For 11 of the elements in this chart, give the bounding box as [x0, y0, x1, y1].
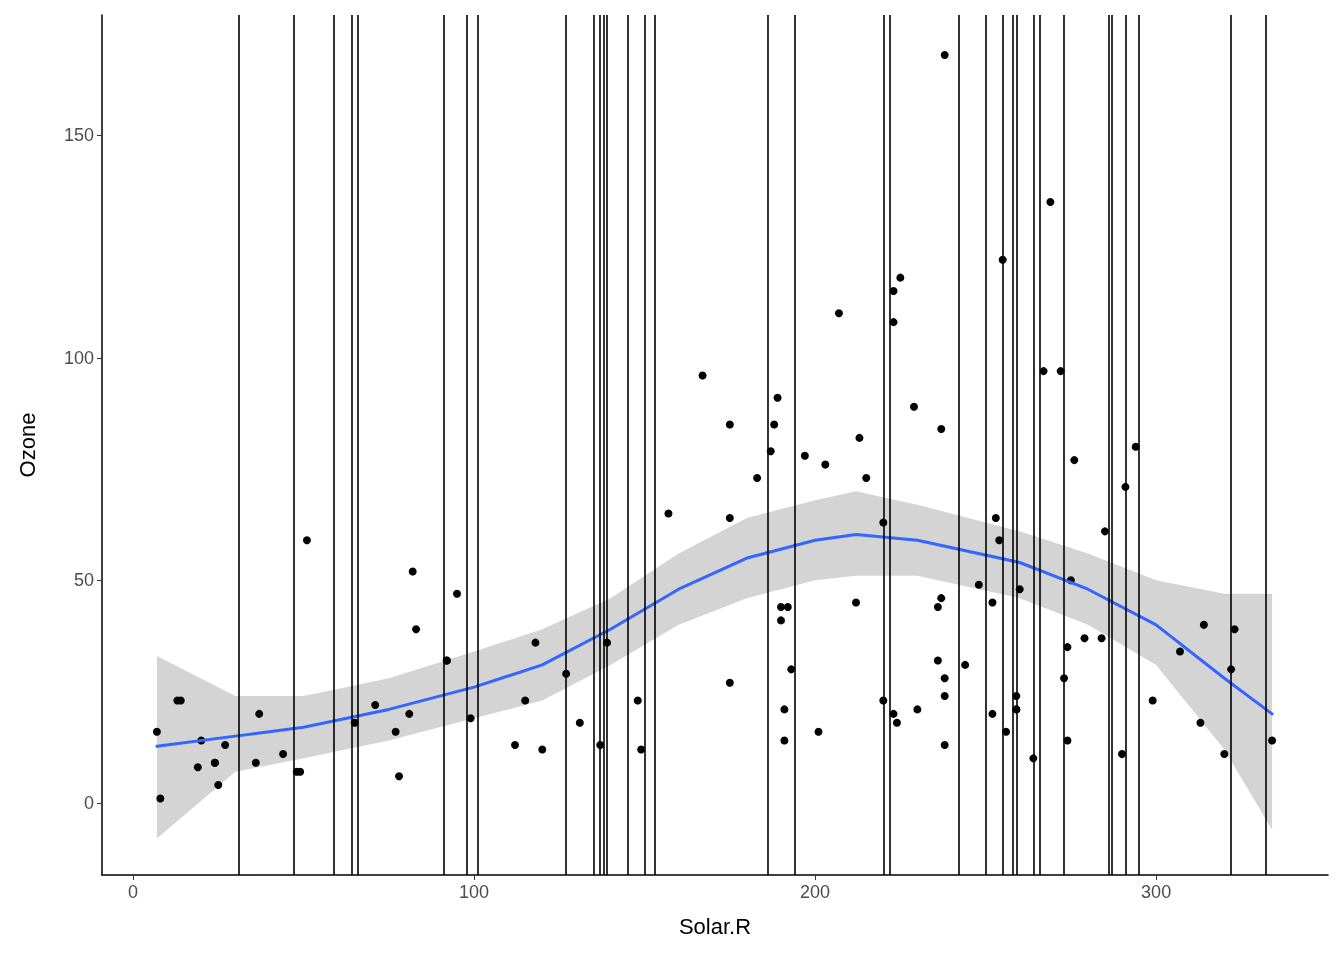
y-axis-title: Ozone	[14, 412, 40, 478]
x-tick-label: 0	[128, 882, 139, 902]
x-tick-label: 200	[800, 882, 831, 902]
y-tick-label: 150	[63, 125, 94, 146]
y-tick-label: 50	[73, 570, 94, 591]
x-tick-label: 300	[1141, 882, 1172, 902]
x-axis-title: Solar.R	[678, 913, 752, 939]
line-series	[155, 532, 1274, 748]
x-tick-label: 100	[459, 882, 490, 902]
y-tick-label: 100	[63, 347, 94, 368]
y-tick-label: 0	[83, 792, 94, 813]
